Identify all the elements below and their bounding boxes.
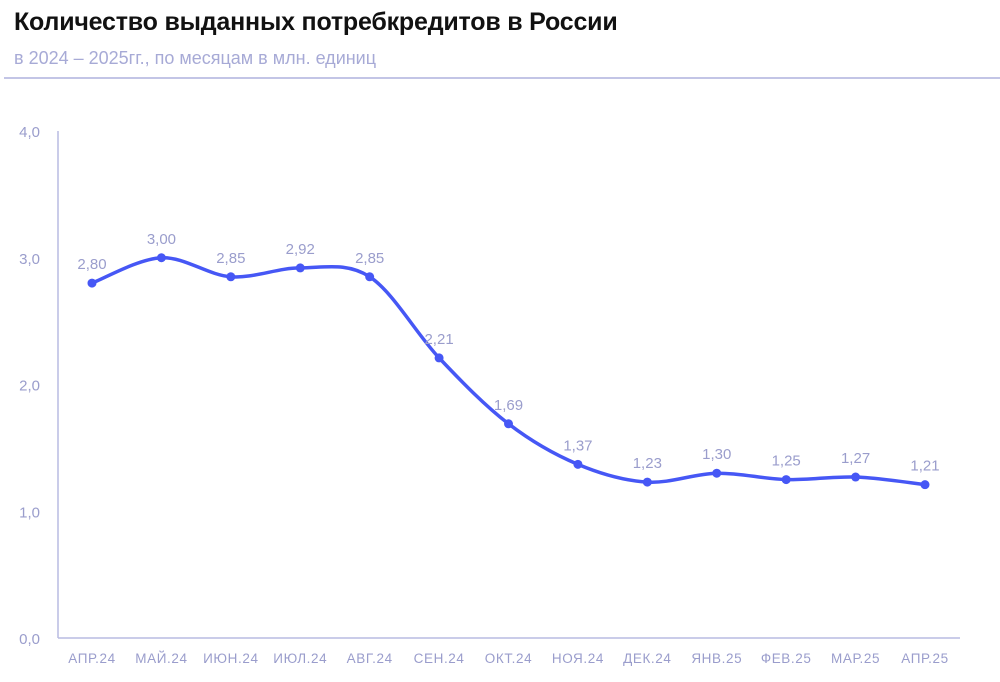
data-point xyxy=(87,278,97,288)
x-tick-label: МАР.25 xyxy=(831,651,880,666)
data-label: 1,37 xyxy=(563,437,592,454)
data-label: 1,23 xyxy=(633,455,662,472)
data-point xyxy=(365,272,375,282)
data-label: 2,21 xyxy=(424,331,453,348)
chart-title: Количество выданных потребкредитов в Рос… xyxy=(14,8,618,36)
data-point xyxy=(295,263,305,273)
x-tick-label: ИЮЛ.24 xyxy=(273,651,327,666)
data-point xyxy=(434,353,444,363)
data-point xyxy=(712,468,722,478)
y-tick-label: 3,0 xyxy=(19,251,40,268)
x-tick-label: АПР.24 xyxy=(68,651,115,666)
y-tick-label: 4,0 xyxy=(19,124,40,141)
data-label: 2,85 xyxy=(216,250,245,267)
chart-subtitle: в 2024 – 2025гг., по месяцам в млн. един… xyxy=(14,48,377,68)
x-tick-label: МАЙ.24 xyxy=(135,651,187,666)
data-label: 1,27 xyxy=(841,450,870,467)
y-tick-label: 0,0 xyxy=(19,631,40,648)
data-point xyxy=(504,419,513,429)
data-label: 2,80 xyxy=(77,256,106,273)
data-point xyxy=(781,475,791,485)
y-tick-label: 2,0 xyxy=(19,378,40,395)
x-tick-label: ЯНВ.25 xyxy=(691,651,742,666)
y-tick-label: 1,0 xyxy=(19,504,40,521)
data-label: 1,30 xyxy=(702,446,731,463)
series-line xyxy=(90,255,927,487)
data-point xyxy=(642,477,652,487)
data-label: 1,21 xyxy=(910,458,939,475)
x-tick-label: ИЮН.24 xyxy=(203,651,258,666)
data-label: 2,85 xyxy=(355,250,384,267)
data-point xyxy=(156,253,166,263)
x-tick-label: НОЯ.24 xyxy=(552,651,604,666)
data-point xyxy=(920,480,930,490)
data-label: 2,92 xyxy=(286,241,315,258)
data-label: 3,00 xyxy=(147,231,176,248)
x-tick-label: ФЕВ.25 xyxy=(761,651,812,666)
header-divider xyxy=(4,77,1000,79)
x-tick-label: ДЕК.24 xyxy=(623,651,671,666)
data-label: 1,25 xyxy=(772,453,801,470)
data-point xyxy=(851,472,861,482)
x-tick-label: АПР.25 xyxy=(901,651,948,666)
data-point xyxy=(573,459,583,469)
data-label: 1,69 xyxy=(494,397,523,414)
x-tick-label: СЕН.24 xyxy=(414,651,465,666)
x-tick-label: ОКТ.24 xyxy=(485,651,532,666)
data-point xyxy=(226,272,236,282)
x-tick-label: АВГ.24 xyxy=(347,651,393,666)
